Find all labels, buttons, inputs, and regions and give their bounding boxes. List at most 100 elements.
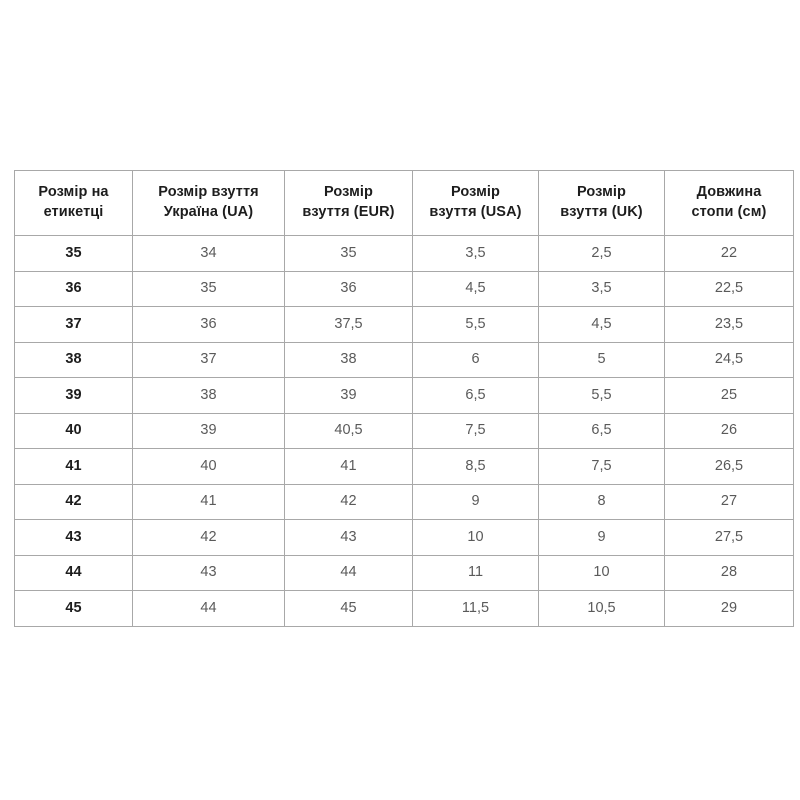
cell-usa: 6,5 (412, 377, 539, 414)
table-row: 42 41 42 9 8 27 (14, 483, 794, 520)
cell-usa: 10 (412, 519, 539, 556)
cell-ua: 41 (132, 483, 285, 520)
cell-uk: 5 (538, 341, 665, 378)
cell-label-size: 41 (14, 448, 133, 485)
cell-usa: 3,5 (412, 235, 539, 272)
shoe-size-conversion-table: Розмір на етикетці Розмір взуття Україна (U… (14, 170, 794, 627)
table-row: 37 36 37,5 5,5 4,5 23,5 (14, 306, 794, 343)
column-header-ua: Розмір взуття Україна (UA) (132, 170, 285, 236)
cell-eur: 45 (284, 590, 413, 627)
cell-uk: 9 (538, 519, 665, 556)
table-row: 44 43 44 11 10 28 (14, 554, 794, 591)
cell-usa: 11,5 (412, 590, 539, 627)
column-header-usa: Розмір взуття (USA) (412, 170, 539, 236)
cell-length: 22,5 (664, 270, 794, 307)
cell-ua: 43 (132, 554, 285, 591)
cell-ua: 37 (132, 341, 285, 378)
cell-uk: 7,5 (538, 448, 665, 485)
cell-label-size: 42 (14, 483, 133, 520)
cell-ua: 42 (132, 519, 285, 556)
cell-label-size: 45 (14, 590, 133, 627)
column-header-uk: Розмір взуття (UK) (538, 170, 665, 236)
column-header-line: взуття (UK) (560, 204, 643, 220)
cell-label-size: 44 (14, 554, 133, 591)
cell-label-size: 39 (14, 377, 133, 414)
column-header-line: Розмір (576, 184, 627, 201)
column-header-line: Україна (UA) (163, 204, 254, 220)
cell-usa: 5,5 (412, 306, 539, 343)
cell-eur: 44 (284, 554, 413, 591)
cell-usa: 9 (412, 483, 539, 520)
column-header-line: Розмір взуття (158, 184, 259, 201)
cell-length: 25 (664, 377, 794, 414)
cell-eur: 40,5 (284, 412, 413, 449)
cell-ua: 34 (132, 235, 285, 272)
cell-usa: 4,5 (412, 270, 539, 307)
table-row: 39 38 39 6,5 5,5 25 (14, 377, 794, 414)
cell-eur: 37,5 (284, 306, 413, 343)
cell-uk: 4,5 (538, 306, 665, 343)
column-header-line: Розмір на (38, 184, 109, 201)
column-header-line: стопи (см) (691, 204, 767, 220)
column-header-line: Довжина (696, 184, 762, 201)
cell-uk: 10 (538, 554, 665, 591)
cell-uk: 2,5 (538, 235, 665, 272)
cell-ua: 44 (132, 590, 285, 627)
column-header-line: етикетці (43, 204, 104, 220)
cell-ua: 35 (132, 270, 285, 307)
column-header-line: Розмір (323, 184, 374, 201)
cell-eur: 41 (284, 448, 413, 485)
cell-length: 24,5 (664, 341, 794, 378)
cell-label-size: 35 (14, 235, 133, 272)
cell-label-size: 40 (14, 412, 133, 449)
cell-usa: 7,5 (412, 412, 539, 449)
cell-eur: 42 (284, 483, 413, 520)
table-header: Розмір на етикетці Розмір взуття Україна (U… (14, 170, 794, 236)
cell-length: 23,5 (664, 306, 794, 343)
table-body: 35 34 35 3,5 2,5 22 36 35 36 4,5 3,5 22,5 37 36 37,5 5,… (14, 235, 794, 627)
table-row: 41 40 41 8,5 7,5 26,5 (14, 448, 794, 485)
cell-eur: 43 (284, 519, 413, 556)
cell-length: 27 (664, 483, 794, 520)
cell-eur: 35 (284, 235, 413, 272)
table-row: 40 39 40,5 7,5 6,5 26 (14, 412, 794, 449)
cell-uk: 8 (538, 483, 665, 520)
cell-eur: 39 (284, 377, 413, 414)
cell-label-size: 37 (14, 306, 133, 343)
column-header-label: Розмір на етикетці (14, 170, 133, 236)
cell-label-size: 36 (14, 270, 133, 307)
table-row: 36 35 36 4,5 3,5 22,5 (14, 270, 794, 307)
cell-label-size: 38 (14, 341, 133, 378)
cell-length: 29 (664, 590, 794, 627)
cell-uk: 10,5 (538, 590, 665, 627)
cell-length: 28 (664, 554, 794, 591)
column-header-length: Довжина стопи (см) (664, 170, 794, 236)
cell-ua: 38 (132, 377, 285, 414)
table-header-row: Розмір на етикетці Розмір взуття Україна (U… (14, 170, 794, 236)
column-header-line: взуття (USA) (429, 204, 522, 220)
cell-eur: 36 (284, 270, 413, 307)
cell-usa: 11 (412, 554, 539, 591)
cell-uk: 5,5 (538, 377, 665, 414)
cell-ua: 39 (132, 412, 285, 449)
cell-length: 26 (664, 412, 794, 449)
cell-uk: 6,5 (538, 412, 665, 449)
cell-usa: 6 (412, 341, 539, 378)
cell-length: 22 (664, 235, 794, 272)
cell-usa: 8,5 (412, 448, 539, 485)
table-row: 35 34 35 3,5 2,5 22 (14, 235, 794, 272)
table-row: 38 37 38 6 5 24,5 (14, 341, 794, 378)
cell-length: 27,5 (664, 519, 794, 556)
column-header-line: Розмір (450, 184, 501, 201)
column-header-line: взуття (EUR) (302, 204, 395, 220)
table-row: 43 42 43 10 9 27,5 (14, 519, 794, 556)
cell-length: 26,5 (664, 448, 794, 485)
size-chart-container: Розмір на етикетці Розмір взуття Україна (U… (14, 170, 794, 627)
cell-eur: 38 (284, 341, 413, 378)
table-row: 45 44 45 11,5 10,5 29 (14, 590, 794, 627)
cell-uk: 3,5 (538, 270, 665, 307)
cell-label-size: 43 (14, 519, 133, 556)
column-header-eur: Розмір взуття (EUR) (284, 170, 413, 236)
cell-ua: 36 (132, 306, 285, 343)
